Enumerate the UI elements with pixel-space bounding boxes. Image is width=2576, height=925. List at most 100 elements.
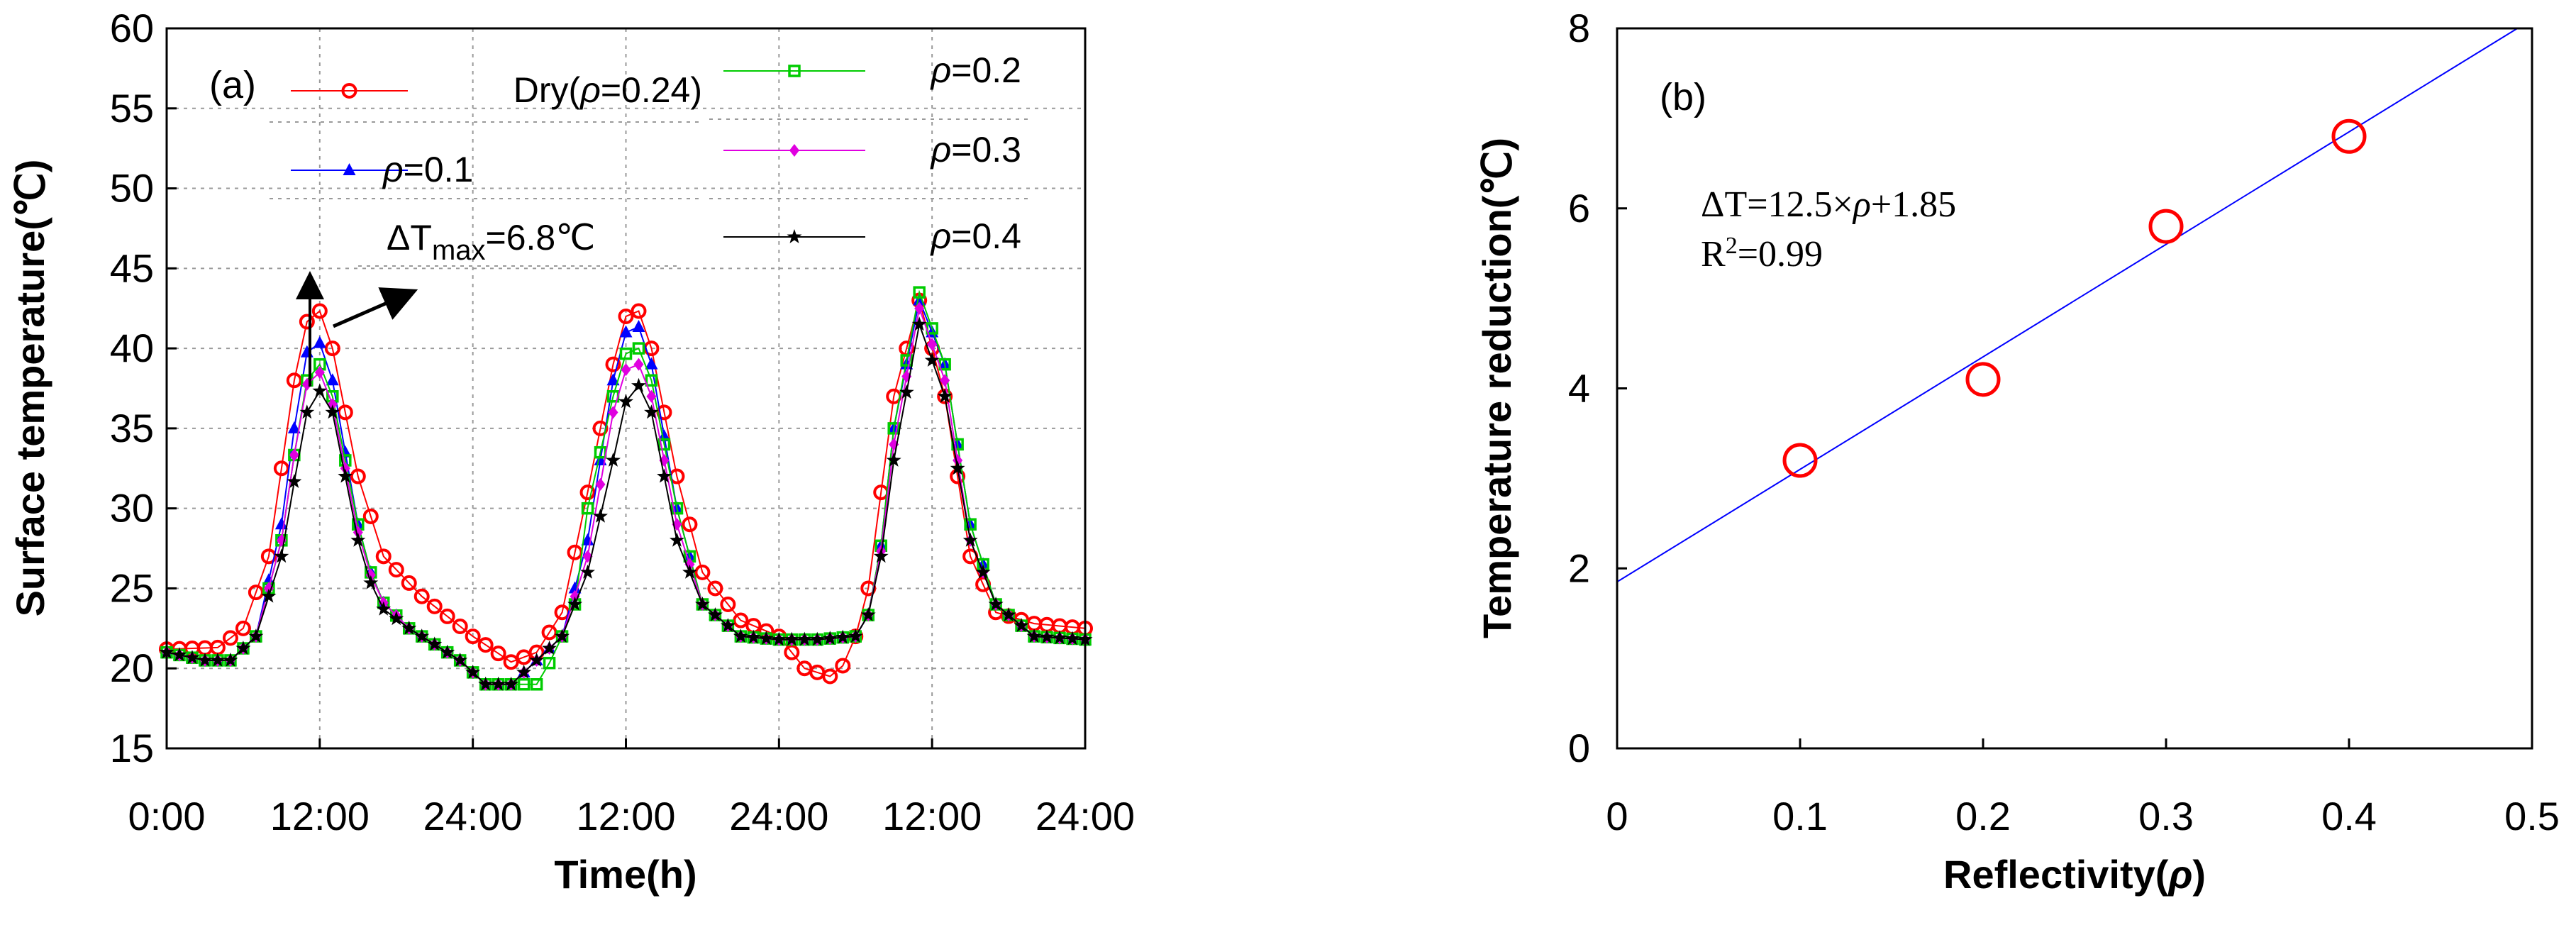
data-point	[988, 597, 1004, 611]
data-point	[835, 629, 850, 644]
data-point	[529, 652, 545, 667]
legend-marker	[341, 83, 357, 99]
data-point	[184, 650, 200, 665]
data-point	[299, 404, 315, 419]
chart-b-xtick-label: 0.2	[1955, 794, 2011, 838]
chart-b-plot-frame	[1616, 27, 2533, 750]
data-point	[720, 618, 735, 632]
data-point	[670, 532, 684, 547]
chart-a-ytick-label: 40	[110, 326, 154, 370]
data-point	[260, 548, 277, 565]
data-point	[940, 374, 950, 387]
chart-a-ytick-label: 35	[110, 406, 154, 450]
data-point	[541, 624, 557, 641]
data-point	[326, 373, 339, 386]
data-point	[388, 562, 404, 578]
legend-label-rho: ρ	[930, 130, 952, 170]
data-point	[542, 641, 557, 655]
data-point	[567, 597, 582, 611]
data-point	[235, 620, 251, 636]
data-point	[608, 406, 618, 419]
data-point	[375, 548, 392, 565]
data-point	[1052, 630, 1067, 645]
data-point	[848, 628, 863, 643]
data-point	[733, 612, 749, 628]
r2-post: =0.99	[1738, 234, 1823, 275]
data-point	[632, 342, 645, 355]
data-point	[670, 502, 684, 515]
data-point	[248, 585, 264, 601]
data-point	[516, 664, 532, 679]
annotation-prefix: ΔT	[387, 218, 432, 257]
legend-label-post: =0.1	[404, 150, 474, 189]
legend-entry-2: ρ=0.2	[723, 50, 1021, 90]
data-point	[274, 517, 288, 530]
data-point	[632, 320, 645, 333]
chart-b-xtick-label: 0.5	[2504, 794, 2560, 838]
data-point	[362, 508, 379, 524]
data-point	[1026, 628, 1042, 643]
data-point	[631, 377, 646, 392]
data-point	[413, 588, 430, 604]
data-point	[1014, 618, 1029, 632]
data-point	[452, 619, 468, 635]
legend-label: ρ=0.2	[930, 50, 1021, 90]
data-point	[300, 345, 313, 358]
chart-b-ytick-label: 6	[1568, 186, 1590, 231]
chart-b-equation: ΔT=12.5×ρ+1.85	[1701, 184, 1956, 225]
data-point	[568, 581, 582, 594]
equation-post: +1.85	[1871, 184, 1956, 225]
r2-pre: R	[1701, 234, 1726, 275]
data-point	[465, 628, 481, 645]
data-point	[592, 420, 609, 436]
series-line	[166, 289, 1086, 685]
data-point	[581, 502, 594, 515]
legend-label-rho: ρ	[930, 50, 952, 90]
data-point	[975, 564, 991, 579]
data-point	[619, 325, 633, 338]
data-point	[796, 631, 812, 646]
chart-a-xtick-label: 12:00	[270, 794, 370, 838]
data-point	[593, 508, 608, 523]
data-point	[873, 548, 889, 563]
data-point	[2148, 209, 2184, 244]
legend-label-rho: ρ	[382, 150, 404, 189]
data-point	[314, 365, 325, 379]
data-point	[927, 338, 938, 351]
chart-a-ytick-label: 50	[110, 166, 154, 211]
data-point	[619, 347, 633, 360]
data-point	[914, 301, 925, 315]
data-point	[900, 354, 913, 367]
legend-label: Dry(ρ=0.24)	[513, 70, 702, 110]
legend-label-rho: ρ	[930, 216, 952, 256]
data-point	[427, 636, 443, 651]
legend-label-post: =0.3	[951, 130, 1021, 170]
data-point	[605, 356, 621, 372]
legend-marker	[788, 65, 801, 77]
annotation-sub: max	[432, 235, 486, 266]
chart-a-legend: Dry(ρ=0.24)ρ=0.1ρ=0.2ρ=0.3ρ=0.4	[270, 50, 1028, 256]
legend-label: ρ=0.3	[930, 130, 1021, 170]
data-point	[325, 404, 340, 419]
chart-a-ytick-label: 60	[110, 6, 154, 50]
data-point	[401, 620, 417, 635]
chart-b-xlabel-post: )	[2192, 852, 2206, 897]
data-point	[287, 474, 302, 488]
data-point	[414, 628, 430, 643]
legend-marker	[343, 163, 356, 175]
chart-b-ytick-label: 0	[1568, 726, 1590, 770]
data-point	[645, 357, 658, 370]
data-point	[503, 654, 519, 670]
data-point	[223, 652, 238, 667]
data-point	[886, 453, 901, 467]
data-point	[745, 629, 761, 644]
data-point	[657, 468, 672, 483]
chart-b-xtick-label: 0.3	[2138, 794, 2194, 838]
data-point	[784, 644, 800, 660]
data-point	[530, 678, 543, 691]
data-point	[222, 630, 238, 646]
data-point	[517, 678, 531, 691]
series-4	[159, 316, 1093, 691]
data-point	[835, 658, 851, 674]
